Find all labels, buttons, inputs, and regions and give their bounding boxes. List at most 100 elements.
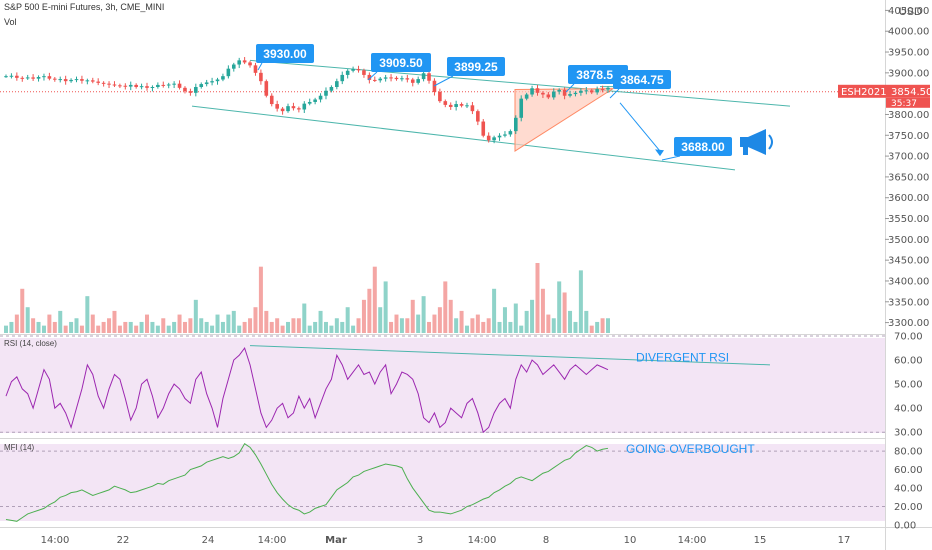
volume-bar [193, 299, 198, 333]
price-callout-label: 3878.50 [576, 68, 620, 82]
price-tick-label: 3400.00 [888, 276, 929, 287]
volume-bar [481, 321, 486, 333]
candle-body [568, 94, 572, 96]
volume-bar [155, 325, 160, 333]
volume-bar [74, 318, 79, 333]
candle-body [58, 79, 63, 81]
candle-body [405, 78, 410, 80]
volume-bar [589, 325, 594, 333]
x-tick-label: 8 [543, 535, 549, 546]
candle-body [194, 86, 198, 93]
volume-bar [437, 307, 442, 333]
rsi-tick-label: 50.00 [894, 380, 923, 391]
candle-body [36, 77, 41, 79]
candle-body [579, 90, 583, 93]
candle-body [107, 83, 111, 85]
x-tick-label: Mar [325, 535, 347, 546]
candle-body [535, 88, 540, 93]
candle-body [20, 77, 25, 79]
volume-bar [345, 307, 350, 333]
triangle-pattern [514, 88, 615, 153]
volume-bar [31, 318, 36, 333]
candle-body [400, 78, 404, 80]
volume-bar [14, 314, 19, 333]
candle-body [340, 74, 345, 82]
volume-bar [101, 321, 106, 333]
volume-bar [551, 318, 556, 333]
volume-bar [464, 325, 469, 333]
candle-body [63, 79, 68, 82]
candle-body [85, 80, 90, 82]
x-tick-label: 14:00 [258, 535, 287, 546]
candle-body [90, 80, 95, 82]
candle-body [378, 78, 383, 81]
mfi-annotation: GOING OVERBOUGHT [626, 442, 755, 456]
candle-body [551, 91, 556, 98]
candle-body [562, 89, 567, 96]
volume-bar [540, 288, 545, 333]
candle-body [188, 91, 193, 93]
candle-body [432, 80, 437, 92]
candle-body [606, 87, 610, 90]
rsi-tick-label: 30.00 [894, 428, 923, 439]
volume-bar [36, 321, 41, 333]
rsi-tick-label: 70.00 [894, 332, 923, 343]
volume-bar [150, 321, 155, 333]
volume-bar [351, 325, 356, 333]
mfi-line [5, 442, 609, 522]
candle-body [476, 111, 480, 122]
volume-bar [378, 307, 383, 333]
candle-body [367, 74, 372, 80]
volume-bar [372, 266, 377, 333]
volume-bar [361, 299, 366, 333]
price-callout-label: 3899.25 [454, 60, 498, 74]
volume-bar [128, 321, 133, 333]
volume-bar [399, 318, 404, 333]
volume-bar [502, 307, 507, 333]
volume-bar [286, 321, 291, 333]
volume-bar [117, 325, 122, 333]
volume-bar [535, 263, 540, 333]
candle-body [183, 87, 187, 92]
candle-body [237, 60, 242, 65]
price-callout-box [447, 57, 505, 76]
candle-body [421, 73, 426, 80]
candle-body [4, 76, 8, 78]
chart-title: S&P 500 E-mini Futures, 3h, CME_MINI [4, 2, 165, 12]
volume-bar [275, 318, 280, 333]
volume-bar [172, 321, 177, 333]
current-price-small: 35:37 [891, 99, 917, 109]
candle-body [166, 84, 171, 86]
volume-bar [52, 321, 57, 333]
candle-body [264, 81, 269, 96]
mfi-tick-label: 60.00 [894, 465, 923, 476]
candle-body [69, 79, 73, 82]
candle-body [465, 105, 469, 107]
volume-bar [112, 310, 117, 333]
candle-body [427, 73, 431, 81]
volume-bar [329, 325, 334, 333]
volume-bar [394, 314, 399, 333]
volume-bar [25, 307, 30, 333]
candle-body [351, 69, 355, 71]
volume-bar [578, 270, 583, 333]
candle-body [15, 75, 19, 78]
mfi-tick-label: 80.00 [894, 447, 923, 458]
candle-body [508, 131, 513, 135]
volume-bar [79, 325, 84, 333]
volume-bar [210, 325, 215, 333]
volume-bar [161, 318, 166, 333]
candle-body [42, 76, 46, 78]
volume-bar [432, 314, 437, 333]
price-callout-label: 3909.50 [379, 56, 423, 70]
price-callout-pointer [565, 83, 575, 93]
candle-body [161, 84, 166, 86]
volume-bar [134, 325, 139, 333]
candle-body [438, 91, 442, 102]
volume-bar [237, 325, 242, 333]
volume-bar [20, 288, 25, 333]
candle-body [514, 117, 518, 132]
price-tick-label: 3950.00 [888, 48, 929, 59]
volume-bar [475, 314, 480, 333]
